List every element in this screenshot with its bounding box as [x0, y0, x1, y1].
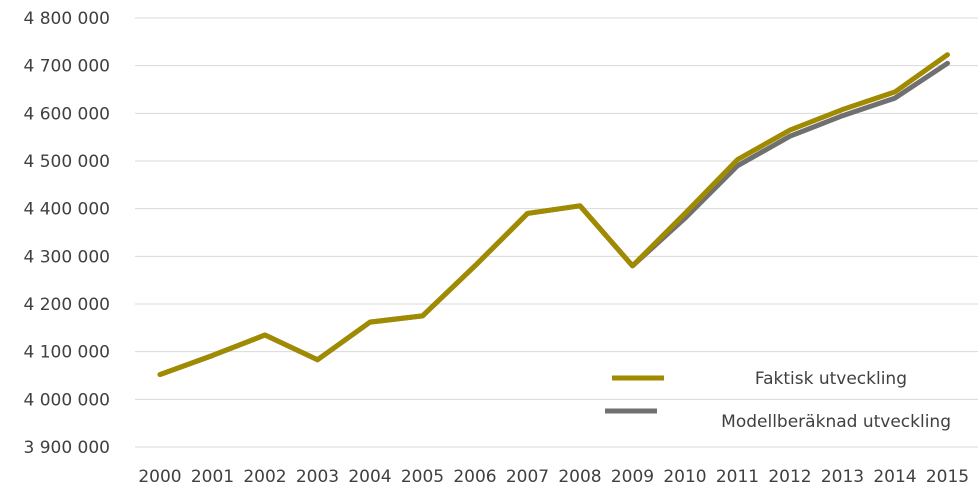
x-tick-label: 2002 [243, 467, 286, 487]
y-tick-label: 3 900 000 [23, 438, 110, 458]
x-tick-label: 2011 [716, 467, 759, 487]
series-line-faktisk-utveckling [157, 52, 950, 378]
legend-label-modell: Modellberäknad utveckling [721, 412, 951, 432]
x-tick-label: 2006 [453, 467, 496, 487]
y-tick-label: 4 700 000 [23, 57, 110, 77]
x-tick-label: 2008 [558, 467, 601, 487]
x-axis: 2000 2001 2002 2003 2004 2005 2006 2007 2008 2009… [138, 467, 969, 487]
x-tick-label: 2003 [296, 467, 339, 487]
x-tick-label: 2007 [506, 467, 549, 487]
y-tick-label: 4 500 000 [23, 152, 110, 172]
x-tick-label: 2014 [873, 467, 916, 487]
y-tick-label: 4 600 000 [23, 104, 110, 124]
x-tick-label: 2010 [663, 467, 706, 487]
x-tick-label: 2001 [191, 467, 234, 487]
y-tick-label: 4 000 000 [23, 390, 110, 410]
series-lines [157, 52, 950, 378]
y-tick-label: 4 400 000 [23, 200, 110, 220]
x-tick-label: 2009 [611, 467, 654, 487]
legend-label-faktisk: Faktisk utveckling [755, 369, 907, 389]
x-tick-label: 2005 [401, 467, 444, 487]
y-tick-label: 4 100 000 [23, 343, 110, 363]
y-tick-label: 4 300 000 [23, 247, 110, 267]
legend: Faktisk utveckling Modellberäknad utveck… [605, 369, 951, 432]
y-tick-label: 4 800 000 [23, 9, 110, 29]
x-tick-label: 2015 [926, 467, 969, 487]
series-line-modellber-knad-utveckling [157, 60, 950, 378]
x-tick-label: 2004 [348, 467, 391, 487]
y-axis: 3 900 000 4 000 000 4 100 000 4 200 000 4 30… [23, 9, 110, 458]
x-tick-label: 2012 [768, 467, 811, 487]
x-tick-label: 2000 [138, 467, 181, 487]
x-tick-label: 2013 [821, 467, 864, 487]
y-tick-label: 4 200 000 [23, 295, 110, 315]
